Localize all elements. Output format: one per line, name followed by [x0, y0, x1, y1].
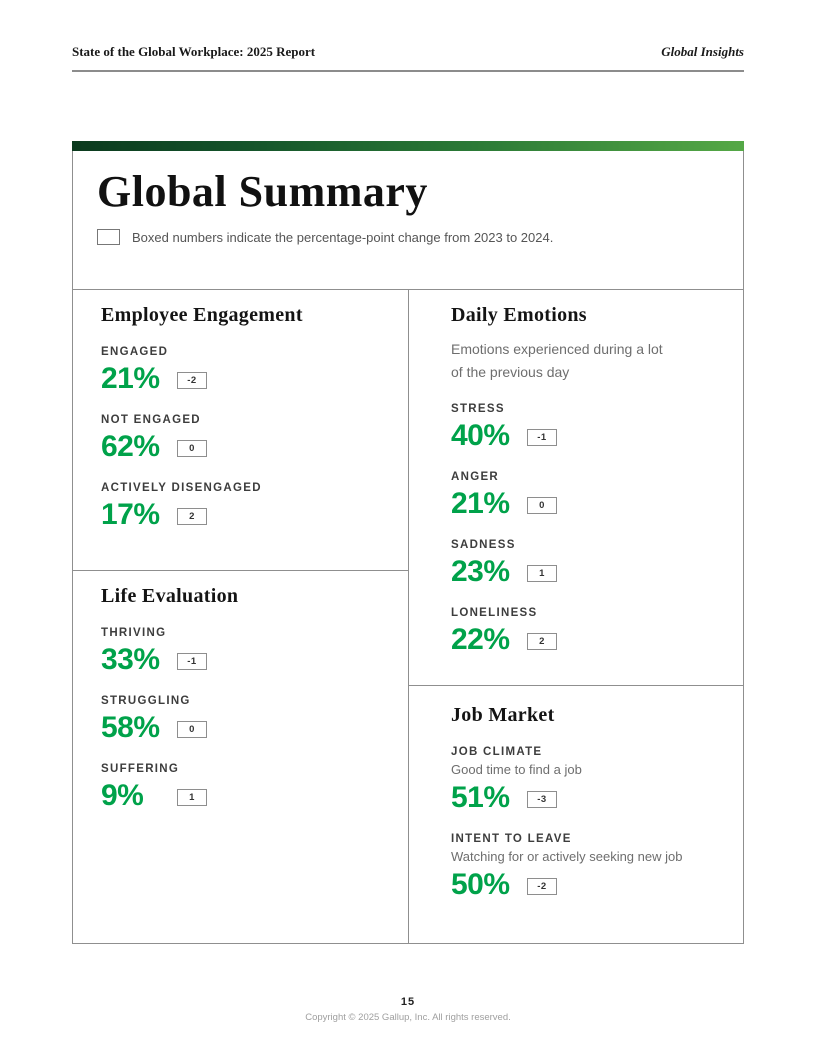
left-column: Employee Engagement ENGAGED 21% -2 NOT E… — [73, 290, 409, 943]
stat-label: ANGER — [451, 471, 500, 483]
summary-header: Global Summary Boxed numbers indicate th… — [73, 151, 743, 289]
stat-value: 21% — [101, 362, 160, 395]
stat-value: 50% — [451, 868, 510, 901]
stat-value: 62% — [101, 430, 160, 463]
section-title: Employee Engagement — [101, 304, 303, 326]
section-subtitle: Emotions experienced during a lot of the… — [451, 341, 663, 380]
green-gradient-bar — [72, 141, 744, 151]
section-daily-emotions: Daily Emotions Emotions experienced duri… — [409, 290, 743, 686]
stat-label: INTENT TO LEAVE — [451, 833, 572, 845]
stat-actively-disengaged: ACTIVELY DISENGAGED 17% 2 — [101, 482, 388, 531]
stat-sublabel: Good time to find a job — [451, 762, 582, 777]
global-summary-card: Global Summary Boxed numbers indicate th… — [72, 141, 744, 944]
stat-value: 21% — [451, 487, 510, 520]
stat-anger: ANGER 21% 0 — [451, 471, 723, 520]
legend-text: Boxed numbers indicate the percentage-po… — [132, 229, 554, 245]
stat-sadness: SADNESS 23% 1 — [451, 539, 723, 588]
right-column: Daily Emotions Emotions experienced duri… — [409, 290, 743, 943]
stat-stress: STRESS 40% -1 — [451, 403, 723, 452]
stat-label: ENGAGED — [101, 346, 169, 358]
stat-label: SADNESS — [451, 539, 516, 551]
change-box: -1 — [527, 429, 557, 446]
stat-label: STRUGGLING — [101, 695, 191, 707]
change-box: 0 — [527, 497, 557, 514]
summary-columns: Employee Engagement ENGAGED 21% -2 NOT E… — [73, 289, 743, 943]
stat-label: SUFFERING — [101, 763, 180, 775]
stat-value: 23% — [451, 555, 510, 588]
stat-struggling: STRUGGLING 58% 0 — [101, 695, 388, 744]
change-box: 2 — [177, 508, 207, 525]
change-box: -1 — [177, 653, 207, 670]
legend-box-icon — [97, 229, 120, 245]
stat-label: STRESS — [451, 403, 505, 415]
page-title: Global Summary — [97, 167, 428, 216]
section-life-evaluation: Life Evaluation THRIVING 33% -1 STRUGGLI… — [73, 571, 408, 943]
stat-thriving: THRIVING 33% -1 — [101, 627, 388, 676]
section-title: Daily Emotions — [451, 304, 587, 326]
change-box: 0 — [177, 440, 207, 457]
stat-value: 51% — [451, 781, 510, 814]
change-box: -3 — [527, 791, 557, 808]
stat-suffering: SUFFERING 9% 1 — [101, 763, 388, 812]
section-job-market: Job Market JOB CLIMATE Good time to find… — [409, 686, 743, 943]
section-employee-engagement: Employee Engagement ENGAGED 21% -2 NOT E… — [73, 290, 408, 571]
stat-value: 58% — [101, 711, 160, 744]
copyright-text: Copyright © 2025 Gallup, Inc. All rights… — [305, 1012, 511, 1023]
change-box: -2 — [177, 372, 207, 389]
change-box: 1 — [527, 565, 557, 582]
change-box: -2 — [527, 878, 557, 895]
change-box: 2 — [527, 633, 557, 650]
summary-box: Global Summary Boxed numbers indicate th… — [72, 151, 744, 944]
section-title: Life Evaluation — [101, 585, 239, 607]
change-box: 0 — [177, 721, 207, 738]
header-rule — [72, 70, 744, 72]
stat-label: LONELINESS — [451, 607, 538, 619]
stat-label: THRIVING — [101, 627, 167, 639]
section-name: Global Insights — [661, 44, 744, 59]
stat-label: ACTIVELY DISENGAGED — [101, 482, 262, 494]
stat-value: 9% — [101, 779, 144, 812]
legend: Boxed numbers indicate the percentage-po… — [97, 229, 719, 245]
change-box: 1 — [177, 789, 207, 806]
stat-job-climate: JOB CLIMATE Good time to find a job 51% … — [451, 746, 723, 814]
stat-value: 40% — [451, 419, 510, 452]
page-number: 15 — [400, 996, 416, 1008]
stat-not-engaged: NOT ENGAGED 62% 0 — [101, 414, 388, 463]
stat-value: 17% — [101, 498, 160, 531]
stat-label: JOB CLIMATE — [451, 746, 543, 758]
stat-value: 22% — [451, 623, 510, 656]
stat-sublabel: Watching for or actively seeking new job — [451, 849, 683, 864]
running-header: State of the Global Workplace: 2025 Repo… — [72, 44, 744, 60]
stat-label: NOT ENGAGED — [101, 414, 201, 426]
stat-engaged: ENGAGED 21% -2 — [101, 346, 388, 395]
stat-loneliness: LONELINESS 22% 2 — [451, 607, 723, 656]
stat-value: 33% — [101, 643, 160, 676]
report-title: State of the Global Workplace: 2025 Repo… — [72, 44, 316, 59]
stat-intent-to-leave: INTENT TO LEAVE Watching for or actively… — [451, 833, 723, 901]
section-title: Job Market — [451, 704, 555, 726]
page-footer: 15 Copyright © 2025 Gallup, Inc. All rig… — [0, 996, 816, 1023]
